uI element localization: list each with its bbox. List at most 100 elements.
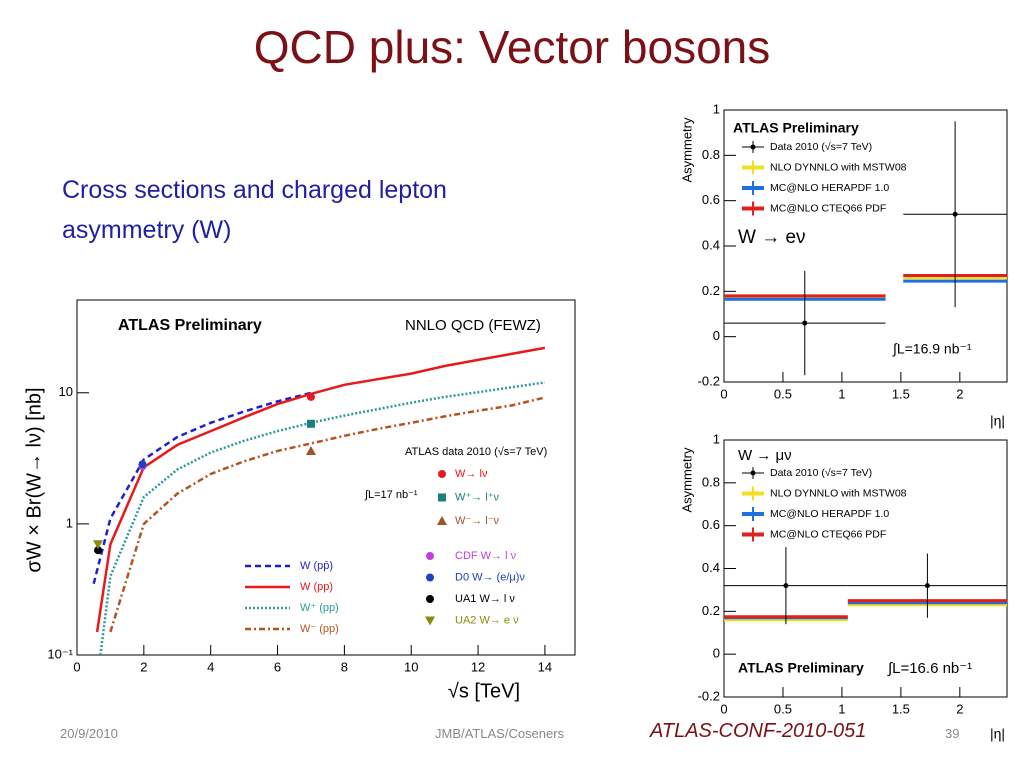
annotation: ATLAS data 2010 (√s=7 TeV) [405,446,547,458]
y-tick-label: 0.8 [702,147,720,162]
series-line [92,391,312,585]
annotation: ∫L=16.6 nb⁻¹ [887,660,972,677]
y-axis-label: Asymmetry [679,117,694,183]
x-tick-label: 1 [838,386,845,401]
x-tick-label: 0.5 [774,386,792,401]
plot-frame [76,299,576,656]
reference: ATLAS-CONF-2010-051 [650,720,867,742]
legend-label: Data 2010 (√s=7 TeV) [770,467,872,479]
x-axis-label: √s [TeV] [448,680,520,702]
y-tick-label: 1 [713,101,720,116]
y-axis-label: Asymmetry [679,447,694,513]
legend-marker [438,470,446,478]
data-point [783,583,789,589]
marker [138,460,147,469]
y-tick-label: 1 [66,515,73,530]
x-tick-label: 1.5 [892,386,910,401]
legend-label: NLO DYNNLO with MSTW08 [770,161,907,173]
legend-label: MC@NLO HERAPDF 1.0 [770,182,889,194]
x-tick-label: 6 [274,659,281,674]
marker [305,445,316,455]
legend-marker [437,516,447,525]
marker [93,540,104,550]
y-tick-label: 0.6 [702,517,720,532]
x-tick-label: 8 [341,659,348,674]
annotation: ∫L=16.9 nb⁻¹ [892,341,972,357]
legend-label: W⁺ (pp) [300,602,339,614]
y-tick-label: 0.6 [702,192,720,207]
legend-label: NLO DYNNLO with MSTW08 [770,487,907,499]
legend-label: UA2 W→ e ν [455,614,519,626]
x-tick-label: 1 [838,701,845,716]
y-tick-label: 10 [59,384,73,399]
y-tick-label: 0.2 [702,283,720,298]
data-point [924,583,930,589]
legend-marker [438,493,446,502]
y-tick-label: 1 [713,431,720,446]
legend-label: D0 W→ (e/μ)ν [455,571,525,583]
legend-label: W→ lν [455,468,488,480]
x-tick-label: 0 [73,659,80,674]
x-tick-label: 0 [720,386,727,401]
marker [94,546,103,555]
legend-label: W⁻→ l⁻ν [455,515,499,527]
slide-text: Cross sections and charged lepton asymme… [62,176,447,244]
legend-label: W⁻ (pp) [300,623,339,635]
y-tick-label: 0.8 [702,474,720,489]
data-point [802,320,808,326]
legend-label: CDF W→ l ν [455,550,517,562]
y-tick-label: 0.4 [702,560,720,575]
legend-marker [426,552,434,560]
y-tick-label: -0.2 [698,688,720,703]
annotation: ATLAS Preliminary [733,120,859,136]
legend-swatch [750,144,756,150]
data-point [952,211,958,217]
marker [306,419,315,428]
legend-label: Data 2010 (√s=7 TeV) [770,141,872,153]
y-tick-label: 0 [713,646,720,661]
slide-title: QCD plus: Vector bosons [253,21,771,73]
series-line [99,381,546,656]
annotation: W → eν [738,227,806,248]
footer-center: JMB/ATLAS/Coseners [435,726,565,741]
y-tick-label: 0.2 [702,603,720,618]
legend-label: MC@NLO CTEQ66 PDF [770,202,886,214]
x-axis-label: |η| [990,413,1005,429]
y-tick-label: 10⁻¹ [47,646,73,661]
legend-swatch [750,470,756,476]
x-tick-label: 4 [207,659,214,674]
legend-label: W⁺→ l⁺ν [455,491,499,503]
marker [306,392,315,401]
annotation: ATLAS Preliminary [738,660,864,676]
x-tick-label: 1.5 [892,701,910,716]
x-tick-label: 2 [956,386,963,401]
annotation: NNLO QCD (FEWZ) [405,317,541,334]
legend-label: MC@NLO CTEQ66 PDF [770,528,886,540]
legend-label: UA1 W→ l ν [455,593,515,605]
x-tick-label: 2 [956,701,963,716]
x-tick-label: 0 [720,701,727,716]
legend-label: W (pp̄) [300,560,333,572]
y-tick-label: -0.2 [698,373,720,388]
y-tick-label: 0 [713,328,720,343]
legend-marker [426,573,434,582]
y-tick-label: 0.4 [702,237,720,252]
annotation: ∫L=17 nb⁻¹ [364,489,418,501]
x-tick-label: 10 [404,659,418,674]
legend-label: W (pp) [300,581,333,593]
x-tick-label: 14 [538,659,552,674]
annotation: ATLAS Preliminary [118,317,262,334]
x-tick-label: 0.5 [774,701,792,716]
x-tick-label: 12 [471,659,485,674]
y-axis-label: σW × Br(W→ lν) [nb] [23,387,45,572]
x-tick-label: 2 [140,659,147,674]
x-axis-label: |η| [990,726,1005,742]
legend-marker [425,616,435,626]
annotation: W → μν [738,447,792,464]
footer-date: 20/9/2010 [60,726,118,741]
page-number: 39 [945,726,960,741]
legend-label: MC@NLO HERAPDF 1.0 [770,508,889,520]
legend-marker [426,595,434,603]
